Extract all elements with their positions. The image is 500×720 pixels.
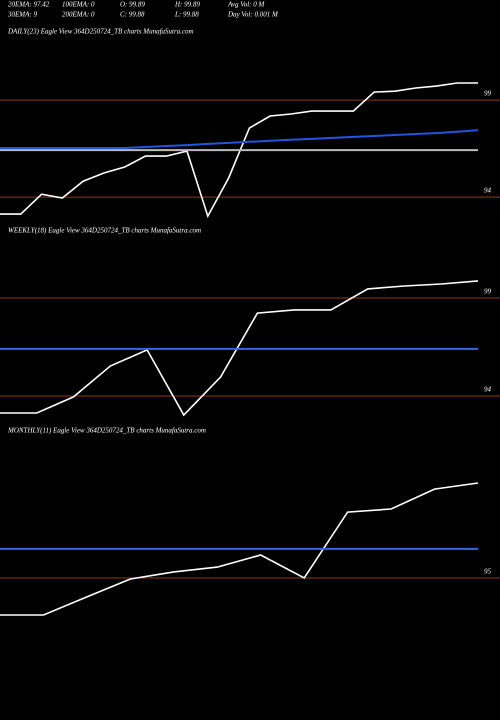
header-stat: Day Vol: 0.001 M [227, 11, 279, 19]
y-tick-label: 94 [484, 386, 492, 394]
header-stat: O: 99.89 [120, 1, 145, 9]
panel-title: MONTHLY(11) Eagle View 364D250724_TB cha… [7, 427, 206, 435]
panel-title: WEEKLY(18) Eagle View 364D250724_TB char… [8, 227, 201, 235]
series-line [0, 482, 479, 616]
y-tick-label: 94 [484, 187, 492, 195]
header-stat: H: 99.89 [174, 1, 200, 9]
series-line [0, 280, 479, 417]
header-stat: 30EMA: 9 [7, 11, 37, 19]
header-stat: L: 99.88 [174, 11, 199, 19]
y-tick-label: 95 [484, 568, 492, 576]
header-stat: 20EMA: 97.42 [8, 1, 50, 9]
series-line [0, 129, 479, 149]
header-stat: C: 99.88 [120, 11, 145, 19]
y-tick-label: 99 [484, 288, 492, 296]
header-stat: 200EMA: 0 [62, 11, 95, 19]
panel-title: DAILY(23) Eagle View 364D250724_TB chart… [7, 28, 194, 36]
y-tick-label: 99 [484, 90, 492, 98]
header-stat: Avg Vol: 0 M [227, 1, 266, 9]
header-stat: 100EMA: 0 [62, 1, 95, 9]
series-line [0, 82, 478, 219]
